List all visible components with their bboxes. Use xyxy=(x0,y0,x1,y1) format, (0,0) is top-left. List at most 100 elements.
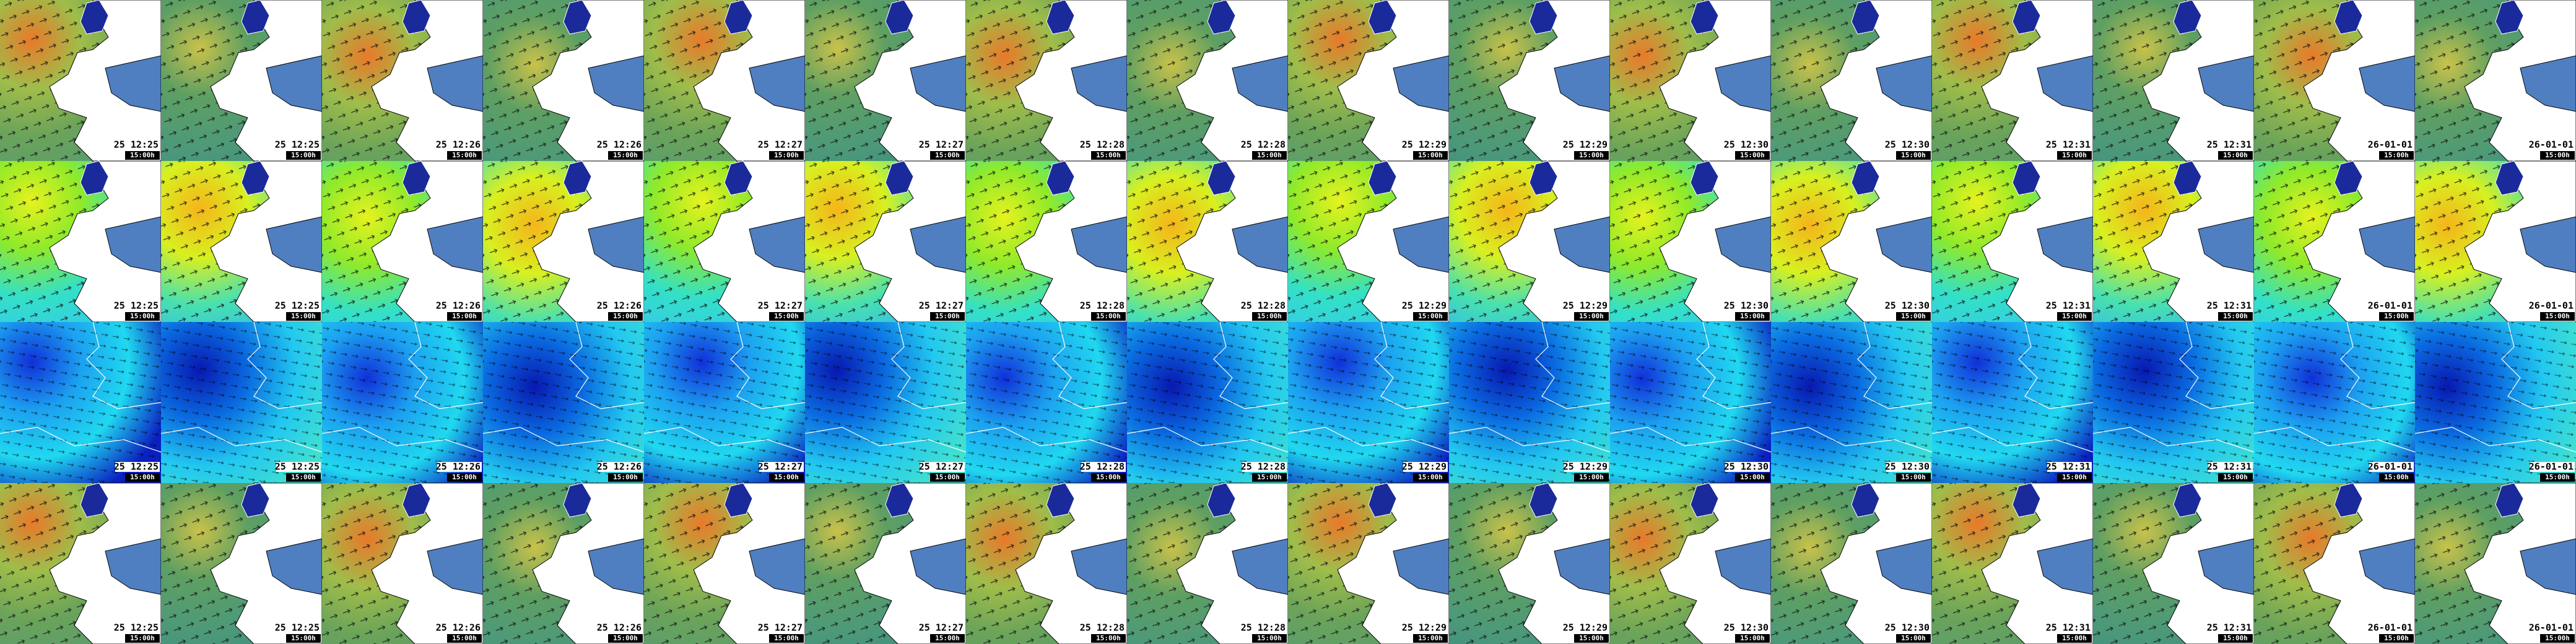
time-label: 15:00h xyxy=(1418,473,1443,481)
time-label: 15:00h xyxy=(2545,151,2570,159)
sea xyxy=(2520,216,2576,273)
time-label: 15:00h xyxy=(2062,634,2087,642)
time-box xyxy=(930,151,965,160)
land xyxy=(1015,482,1128,644)
sea xyxy=(1232,55,1289,112)
time-box xyxy=(1735,473,1770,482)
time-label: 15:00h xyxy=(1901,634,1926,642)
uk xyxy=(563,160,592,196)
time-box xyxy=(1252,151,1287,160)
wind-arrows xyxy=(2093,322,2254,483)
sea xyxy=(2359,538,2416,595)
sea xyxy=(1393,216,1450,273)
land xyxy=(693,482,806,644)
date-label: 25 12:28 xyxy=(1241,461,1286,472)
label-box xyxy=(1403,623,1448,633)
sea xyxy=(1715,216,1772,273)
time-box xyxy=(2057,473,2092,482)
label-box xyxy=(1564,462,1609,472)
label-box xyxy=(1242,623,1287,633)
sea xyxy=(2520,55,2576,112)
date-label: 25 12:26 xyxy=(597,139,642,150)
time-box xyxy=(1413,634,1448,643)
date-label: 25 12:31 xyxy=(2207,139,2252,150)
label-box xyxy=(1242,301,1287,311)
time-label: 15:00h xyxy=(2384,634,2409,642)
land xyxy=(854,482,967,644)
time-box xyxy=(608,151,643,160)
date-label: 25 12:29 xyxy=(1563,461,1608,472)
time-label: 15:00h xyxy=(291,473,316,481)
date-label: 26-01-01 xyxy=(2529,300,2574,311)
time-label: 15:00h xyxy=(1579,151,1604,159)
time-box xyxy=(1735,151,1770,160)
date-label: 26-01-01 xyxy=(2368,300,2413,311)
sea xyxy=(588,216,645,273)
label-box xyxy=(1081,623,1126,633)
sea xyxy=(1071,55,1128,112)
label-box xyxy=(920,462,965,472)
label-box xyxy=(1564,301,1609,311)
date-label: 25 12:28 xyxy=(1241,622,1286,633)
time-box xyxy=(1413,473,1448,482)
time-label: 15:00h xyxy=(1740,312,1765,320)
label-box xyxy=(2369,140,2414,150)
date-label: 25 12:29 xyxy=(1402,461,1447,472)
date-label: 25 12:27 xyxy=(758,622,803,633)
time-box xyxy=(1252,634,1287,643)
sea xyxy=(910,538,967,595)
label-box xyxy=(598,301,643,311)
time-box xyxy=(286,473,321,482)
time-box xyxy=(1091,634,1126,643)
time-label: 15:00h xyxy=(1901,151,1926,159)
date-label: 25 12:26 xyxy=(597,461,642,472)
date-label: 26-01-01 xyxy=(2368,622,2413,633)
land xyxy=(2303,482,2416,644)
date-label: 26-01-01 xyxy=(2529,139,2574,150)
uk xyxy=(241,0,270,35)
time-box xyxy=(1413,151,1448,160)
time-label: 15:00h xyxy=(2223,151,2248,159)
label-box xyxy=(437,140,482,150)
time-box xyxy=(608,473,643,482)
uk xyxy=(563,482,592,518)
time-box xyxy=(447,634,482,643)
land xyxy=(49,482,162,644)
sea xyxy=(1554,538,1611,595)
date-label: 25 12:31 xyxy=(2046,622,2091,633)
time-box xyxy=(930,473,965,482)
uk xyxy=(1046,482,1075,518)
time-box xyxy=(1252,473,1287,482)
time-box xyxy=(2057,312,2092,321)
time-label: 15:00h xyxy=(1418,634,1443,642)
date-label: 25 12:26 xyxy=(436,622,481,633)
date-label: 25 12:26 xyxy=(597,300,642,311)
time-box xyxy=(930,312,965,321)
time-box xyxy=(1091,473,1126,482)
time-box xyxy=(2379,151,2414,160)
time-box xyxy=(447,473,482,482)
date-label: 25 12:30 xyxy=(1724,139,1769,150)
date-label: 25 12:25 xyxy=(114,139,159,150)
uk xyxy=(241,482,270,518)
sea xyxy=(588,538,645,595)
label-box xyxy=(115,623,160,633)
time-label: 15:00h xyxy=(291,151,316,159)
